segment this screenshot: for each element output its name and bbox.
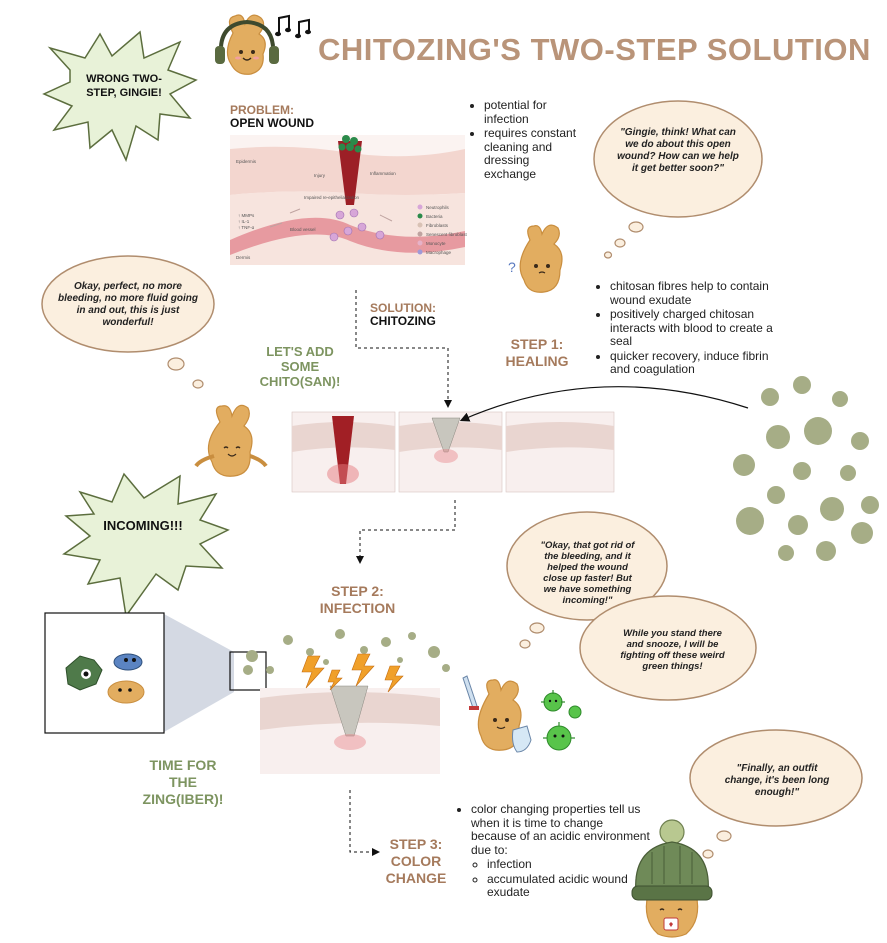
perfect-bubble-text: Okay, perfect, no more bleeding, no more… xyxy=(58,281,198,328)
outfit-bubble-text: "Finally, an outfit change, it's been lo… xyxy=(724,763,830,798)
diagram-legend: Neutrophils Bacteria Fibroblasts Senesce… xyxy=(417,204,468,255)
step1-bullet: positively charged chitosan interacts wi… xyxy=(610,307,790,349)
thought-bubble-outfit xyxy=(689,729,863,870)
step3-sub-bullet: accumulated acidic wound exudate xyxy=(487,872,651,900)
step3-label: STEP 3: COLOR CHANGE xyxy=(385,836,447,886)
step1-bullet: chitosan fibres help to contain wound ex… xyxy=(610,279,790,307)
meditating-ginger-icon xyxy=(194,404,268,477)
legend-label: Fibroblasts xyxy=(426,223,449,228)
diagram-label: Blood vessel xyxy=(290,227,316,232)
step2-label: STEP 2: INFECTION xyxy=(319,583,396,616)
diagram-label: Inflammation xyxy=(370,171,396,176)
infection-diagram xyxy=(246,629,450,774)
step3-bullets: color changing properties tell us when i… xyxy=(455,802,651,901)
step1-label: STEP 1: HEALING xyxy=(505,336,569,369)
step1-bullet: quicker recovery, induce fibrin and coag… xyxy=(610,349,790,377)
problem-value: OPEN WOUND xyxy=(230,116,314,130)
diagram-label: Epidermis xyxy=(236,159,257,164)
ginger-mascot-icon xyxy=(226,14,266,75)
thinking-ginger-icon: ? xyxy=(508,224,563,293)
diagram-label: ↑ TNF-α xyxy=(238,225,255,230)
burst-top xyxy=(42,30,198,163)
problem-bullet: requires constant cleaning and dressing … xyxy=(484,126,579,181)
zing-label: TIME FOR THE ZING(IBER)! xyxy=(142,757,224,807)
solution-value: CHITOZING xyxy=(370,314,436,328)
diagram-label: Injury xyxy=(314,173,326,178)
shield-icon xyxy=(512,725,532,753)
bacteria-zoom-panel xyxy=(44,612,267,734)
problem-label: PROBLEM: xyxy=(230,103,294,117)
svg-text:?: ? xyxy=(508,259,516,275)
sword-icon xyxy=(462,675,478,709)
solution-heading: SOLUTION: CHITOZING xyxy=(370,302,436,328)
snooze-bubble-text: While you stand there and snooze, I will… xyxy=(620,628,725,672)
legend-label: Bacteria xyxy=(426,214,443,219)
problem-bullets: potential for infection requires constan… xyxy=(468,98,579,182)
headphones-ginger-icon xyxy=(215,14,279,75)
chito-label: LET'S ADD SOME CHITO(SAN)! xyxy=(259,344,341,389)
virus-icon xyxy=(541,690,582,751)
chitosan-dots xyxy=(733,376,879,561)
healing-stages-diagram xyxy=(291,411,615,493)
burst-top-text: WRONG TWO-STEP, GINGIE! xyxy=(86,73,162,99)
stage-panel-wound xyxy=(291,411,396,493)
problem-heading: PROBLEM: OPEN WOUND xyxy=(230,104,314,130)
thought-bubble-think xyxy=(593,100,763,259)
thought-bubble-perfect xyxy=(41,255,215,389)
step3-bullet: color changing properties tell us when i… xyxy=(471,802,651,857)
legend-label: Macrophage xyxy=(426,250,452,255)
step1-bullets: chitosan fibres help to contain wound ex… xyxy=(594,279,790,378)
problem-bullet: potential for infection xyxy=(484,98,579,126)
headphones-icon xyxy=(218,19,276,55)
thought-bubble-snooze xyxy=(579,595,757,701)
step3-sub-bullets: infection accumulated acidic wound exuda… xyxy=(471,857,651,900)
burst-middle-text: INCOMING!!! xyxy=(103,518,183,533)
legend-label: Monocyte xyxy=(426,241,446,246)
beanie-icon xyxy=(631,819,713,901)
diagram-label: ↑ IL-1 xyxy=(238,219,250,224)
diagram-label: Impaired re-epithelialization xyxy=(304,195,360,200)
think-bubble-text: "Gingie, think! What can we do about thi… xyxy=(617,127,739,174)
beanie-ginger-icon xyxy=(631,819,713,938)
stage-panel-chitosan xyxy=(398,411,503,493)
page-title: CHITOZING'S TWO-STEP SOLUTION xyxy=(318,32,871,67)
legend-label: Neutrophils xyxy=(426,205,450,210)
diagram-label: Dermis xyxy=(236,255,251,260)
diagram-label: ↑ MMPs xyxy=(238,213,255,218)
okay-bubble-text: "Okay, that got rid of the bleeding, and… xyxy=(540,540,635,606)
thought-bubble-okay xyxy=(506,511,668,649)
legend-label: Senescent fibroblast xyxy=(426,232,468,237)
burst-middle xyxy=(62,472,230,618)
open-wound-diagram: Epidermis Injury Inflammation Impaired r… xyxy=(230,135,468,265)
fighter-ginger-icon xyxy=(462,675,582,753)
step3-sub-bullet: infection xyxy=(487,857,651,872)
stage-panel-healed xyxy=(505,411,615,493)
music-notes-icon xyxy=(275,14,311,39)
solution-label: SOLUTION: xyxy=(370,301,436,315)
